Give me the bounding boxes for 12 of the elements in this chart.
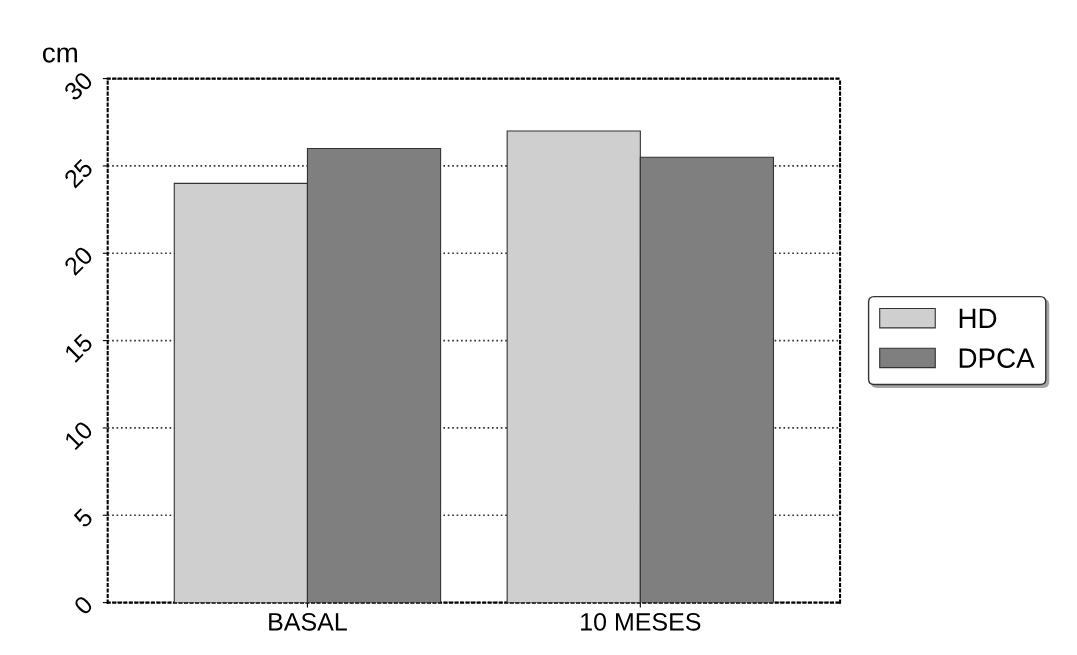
y-tick-label: 0 bbox=[72, 594, 94, 616]
legend-label: DPCA bbox=[959, 348, 1035, 368]
y-axis-title: cm bbox=[42, 47, 77, 63]
y-tick-label: 30 bbox=[62, 70, 94, 102]
y-tick-label: 15 bbox=[63, 332, 94, 363]
y-tick-label: 20 bbox=[63, 245, 94, 276]
legend-label: HD bbox=[959, 308, 997, 328]
x-tick-label: BASAL bbox=[269, 612, 347, 631]
y-tick-label: 5 bbox=[73, 507, 94, 529]
y-tick-label: 10 bbox=[63, 420, 94, 451]
x-tick-label: 10 MESES bbox=[581, 612, 701, 631]
y-tick-label: 25 bbox=[63, 158, 94, 189]
